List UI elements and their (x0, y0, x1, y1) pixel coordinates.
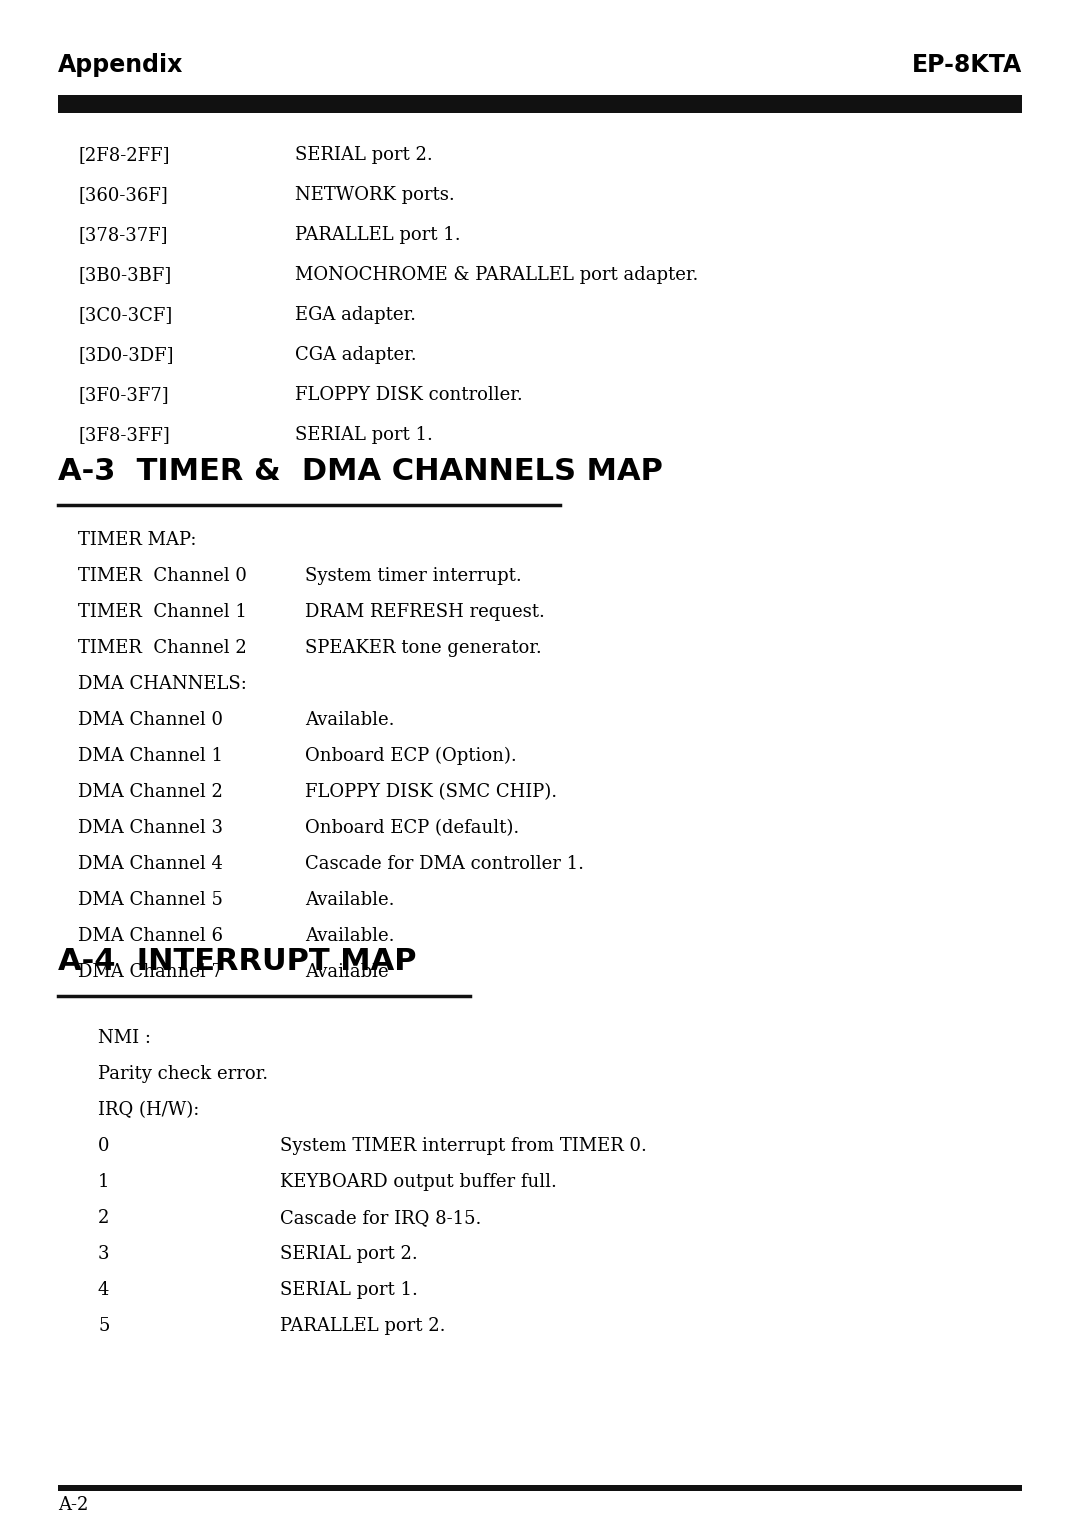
Text: Onboard ECP (default).: Onboard ECP (default). (305, 819, 519, 837)
Text: FLOPPY DISK controller.: FLOPPY DISK controller. (295, 387, 523, 403)
Text: [2F8-2FF]: [2F8-2FF] (78, 146, 170, 164)
Text: MONOCHROME & PARALLEL port adapter.: MONOCHROME & PARALLEL port adapter. (295, 265, 699, 283)
Text: TIMER  Channel 0: TIMER Channel 0 (78, 567, 247, 585)
Bar (58, 96, 1022, 114)
Text: A-2: A-2 (58, 1496, 89, 1514)
Text: KEYBOARD output buffer full.: KEYBOARD output buffer full. (280, 1173, 557, 1192)
Text: [3D0-3DF]: [3D0-3DF] (78, 346, 174, 364)
Text: Cascade for DMA controller 1.: Cascade for DMA controller 1. (305, 855, 584, 873)
Text: Parity check error.: Parity check error. (98, 1066, 268, 1082)
Text: Cascade for IRQ 8-15.: Cascade for IRQ 8-15. (280, 1208, 482, 1226)
Bar (58, 1486, 1022, 1492)
Text: DMA Channel 4: DMA Channel 4 (78, 855, 222, 873)
Text: 0: 0 (98, 1137, 109, 1155)
Text: [3F8-3FF]: [3F8-3FF] (78, 426, 170, 444)
Text: NETWORK ports.: NETWORK ports. (295, 186, 455, 205)
Text: EGA adapter.: EGA adapter. (295, 306, 416, 324)
Text: 3: 3 (98, 1245, 109, 1263)
Text: DMA Channel 5: DMA Channel 5 (78, 891, 222, 910)
Text: A-3  TIMER &  DMA CHANNELS MAP: A-3 TIMER & DMA CHANNELS MAP (58, 458, 663, 487)
Text: Available: Available (305, 963, 389, 981)
Text: Available.: Available. (305, 711, 394, 729)
Text: 5: 5 (98, 1317, 109, 1336)
Text: System timer interrupt.: System timer interrupt. (305, 567, 522, 585)
Text: Onboard ECP (Option).: Onboard ECP (Option). (305, 747, 516, 766)
Text: NMI :: NMI : (98, 1029, 151, 1048)
Text: DMA Channel 0: DMA Channel 0 (78, 711, 222, 729)
Text: PARALLEL port 1.: PARALLEL port 1. (295, 226, 461, 244)
Text: System TIMER interrupt from TIMER 0.: System TIMER interrupt from TIMER 0. (280, 1137, 647, 1155)
Text: [3C0-3CF]: [3C0-3CF] (78, 306, 172, 324)
Text: SERIAL port 2.: SERIAL port 2. (295, 146, 433, 164)
Text: SERIAL port 2.: SERIAL port 2. (280, 1245, 418, 1263)
Text: [3F0-3F7]: [3F0-3F7] (78, 387, 168, 403)
Text: [3B0-3BF]: [3B0-3BF] (78, 265, 172, 283)
Text: A-4  INTERRUPT MAP: A-4 INTERRUPT MAP (58, 948, 417, 976)
Text: 4: 4 (98, 1281, 109, 1299)
Text: DMA Channel 3: DMA Channel 3 (78, 819, 222, 837)
Text: [378-37F]: [378-37F] (78, 226, 167, 244)
Text: SERIAL port 1.: SERIAL port 1. (280, 1281, 418, 1299)
Text: Available.: Available. (305, 926, 394, 944)
Text: EP-8KTA: EP-8KTA (912, 53, 1022, 77)
Text: TIMER MAP:: TIMER MAP: (78, 531, 197, 549)
Text: IRQ (H/W):: IRQ (H/W): (98, 1101, 200, 1119)
Text: DMA Channel 1: DMA Channel 1 (78, 747, 222, 766)
Text: CGA adapter.: CGA adapter. (295, 346, 417, 364)
Text: Available.: Available. (305, 891, 394, 910)
Text: DMA Channel 6: DMA Channel 6 (78, 926, 222, 944)
Text: SPEAKER tone generator.: SPEAKER tone generator. (305, 640, 542, 656)
Text: DMA CHANNELS:: DMA CHANNELS: (78, 675, 247, 693)
Text: DMA Channel 7: DMA Channel 7 (78, 963, 222, 981)
Text: [360-36F]: [360-36F] (78, 186, 167, 205)
Text: 2: 2 (98, 1208, 109, 1226)
Text: TIMER  Channel 2: TIMER Channel 2 (78, 640, 246, 656)
Text: DRAM REFRESH request.: DRAM REFRESH request. (305, 603, 545, 622)
Text: Appendix: Appendix (58, 53, 184, 77)
Text: PARALLEL port 2.: PARALLEL port 2. (280, 1317, 446, 1336)
Text: FLOPPY DISK (SMC CHIP).: FLOPPY DISK (SMC CHIP). (305, 782, 557, 800)
Text: SERIAL port 1.: SERIAL port 1. (295, 426, 433, 444)
Text: TIMER  Channel 1: TIMER Channel 1 (78, 603, 247, 622)
Text: 1: 1 (98, 1173, 109, 1192)
Text: DMA Channel 2: DMA Channel 2 (78, 782, 222, 800)
